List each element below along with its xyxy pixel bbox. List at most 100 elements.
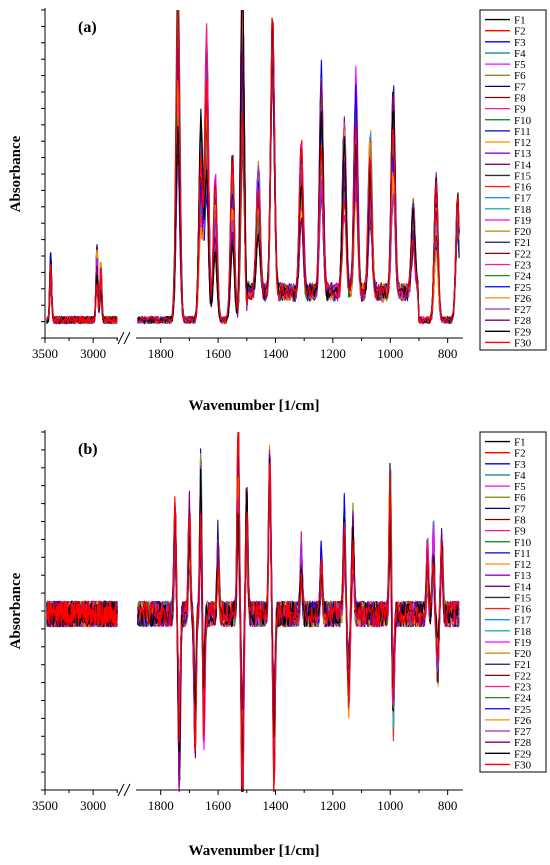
legend-label-F12: F12 xyxy=(514,559,531,571)
legend-label-F21: F21 xyxy=(514,237,531,249)
x-axis-label: Wavenumber [1/cm] xyxy=(189,398,320,414)
legend-label-F13: F13 xyxy=(514,570,532,582)
series-line-F30 xyxy=(46,432,460,792)
x-tick-label: 1000 xyxy=(377,798,403,813)
legend-label-F17: F17 xyxy=(514,615,532,627)
series-line-F20 xyxy=(46,445,460,751)
legend-label-F13: F13 xyxy=(514,148,532,160)
legend-label-F12: F12 xyxy=(514,137,531,149)
legend-label-F16: F16 xyxy=(514,182,532,194)
legend-label-F29: F29 xyxy=(514,748,532,760)
legend-label-F15: F15 xyxy=(514,170,532,182)
legend-box xyxy=(479,431,547,773)
x-tick-label: 1600 xyxy=(205,346,231,361)
legend-label-F18: F18 xyxy=(514,204,532,216)
legend-label-F27: F27 xyxy=(514,726,532,738)
legend-label-F5: F5 xyxy=(514,59,526,71)
legend-label-F15: F15 xyxy=(514,592,532,604)
legend-label-F14: F14 xyxy=(514,581,532,593)
series-line-F7 xyxy=(46,478,460,792)
legend-label-F20: F20 xyxy=(514,648,532,660)
legend-label-F14: F14 xyxy=(514,159,532,171)
legend-label-F7: F7 xyxy=(514,503,526,515)
legend-label-F26: F26 xyxy=(514,715,532,727)
legend-label-F3: F3 xyxy=(514,37,526,49)
legend-label-F23: F23 xyxy=(514,260,532,272)
legend-label-F18: F18 xyxy=(514,626,532,638)
series-line-F15 xyxy=(46,432,460,781)
x-tick-label: 3500 xyxy=(32,798,58,813)
x-tick-label: 1600 xyxy=(205,798,231,813)
x-tick-label: 3000 xyxy=(80,798,106,813)
legend-label-F24: F24 xyxy=(514,271,532,283)
series-line-F19 xyxy=(46,455,460,792)
x-tick-label: 1800 xyxy=(148,798,174,813)
legend-label-F11: F11 xyxy=(514,126,531,138)
series-group xyxy=(46,432,460,792)
y-axis-label: Absorbance xyxy=(8,572,24,649)
legend-label-F17: F17 xyxy=(514,193,532,205)
axis-break-mark xyxy=(123,783,131,797)
legend-label-F10: F10 xyxy=(514,115,532,127)
series-line-F4 xyxy=(46,482,460,790)
legend-label-F19: F19 xyxy=(514,215,532,227)
legend-label-F7: F7 xyxy=(514,81,526,93)
legend-label-F28: F28 xyxy=(514,737,532,749)
legend-label-F26: F26 xyxy=(514,293,532,305)
x-tick-label: 1400 xyxy=(262,346,288,361)
panel-label: (a) xyxy=(78,19,97,36)
legend-label-F11: F11 xyxy=(514,548,531,560)
axis-break-mark xyxy=(123,331,131,345)
legend-label-F16: F16 xyxy=(514,604,532,616)
x-tick-label: 1200 xyxy=(320,798,346,813)
chart-panel-a: 3500 3000 1800 1600 1400 1200 1000 800 Wavenumbe… xyxy=(8,8,547,414)
legend-label-F23: F23 xyxy=(514,682,532,694)
axis-break-mark xyxy=(117,783,125,797)
series-line-F13 xyxy=(46,481,460,792)
legend-label-F1: F1 xyxy=(514,437,526,449)
x-tick-label: 1000 xyxy=(377,346,403,361)
legend-label-F22: F22 xyxy=(514,670,531,682)
legend-label-F10: F10 xyxy=(514,537,532,549)
series-line-F26 xyxy=(46,444,460,752)
panel-label: (b) xyxy=(78,441,98,458)
x-tick-label: 800 xyxy=(438,346,458,361)
legend-label-F9: F9 xyxy=(514,526,526,538)
series-line-F2 xyxy=(46,453,459,744)
legend-label-F2: F2 xyxy=(514,26,526,38)
legend-label-F27: F27 xyxy=(514,304,532,316)
x-axis-label: Wavenumber [1/cm] xyxy=(189,843,320,859)
legend-label-F22: F22 xyxy=(514,248,531,260)
legend: F1F2F3F4F5F6F7F8F9F10F11F12F13F14F15F16F… xyxy=(479,431,547,773)
legend-label-F30: F30 xyxy=(514,759,532,771)
series-line-F30 xyxy=(46,10,460,325)
legend-label-F29: F29 xyxy=(514,326,532,338)
x-tick-label: 800 xyxy=(438,798,458,813)
legend-label-F25: F25 xyxy=(514,282,532,294)
x-tick-label: 3000 xyxy=(80,346,106,361)
legend-label-F9: F9 xyxy=(514,104,526,116)
series-line-F16 xyxy=(46,433,460,792)
series-line-F10 xyxy=(46,444,460,792)
legend-label-F4: F4 xyxy=(514,470,526,482)
axis-break-mark xyxy=(117,331,125,345)
legend-label-F20: F20 xyxy=(514,226,532,238)
series-group xyxy=(46,10,460,325)
legend-label-F8: F8 xyxy=(514,93,526,105)
legend-label-F3: F3 xyxy=(514,459,526,471)
legend-label-F21: F21 xyxy=(514,659,531,671)
legend-label-F8: F8 xyxy=(514,515,526,527)
x-tick-label: 1800 xyxy=(148,346,174,361)
legend-label-F5: F5 xyxy=(514,481,526,493)
legend-label-F19: F19 xyxy=(514,637,532,649)
legend-label-F6: F6 xyxy=(514,70,526,82)
legend-label-F30: F30 xyxy=(514,337,532,349)
legend-label-F6: F6 xyxy=(514,492,526,504)
series-line-F22 xyxy=(46,453,460,792)
legend-label-F25: F25 xyxy=(514,704,532,716)
legend-box xyxy=(479,9,547,351)
legend-label-F28: F28 xyxy=(514,315,532,327)
legend-label-F1: F1 xyxy=(514,15,526,27)
chart-panel-b: 3500 3000 1800 1600 1400 1200 1000 800 Wavenumbe… xyxy=(8,430,547,859)
